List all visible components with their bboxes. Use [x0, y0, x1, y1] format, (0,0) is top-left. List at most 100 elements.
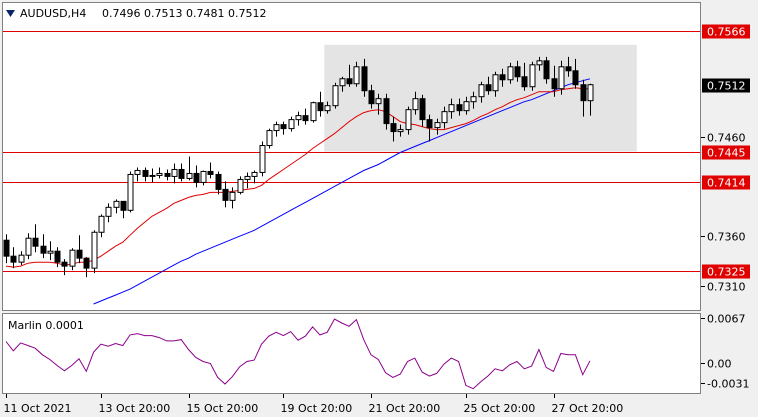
current-price-label: 0.7512 [707, 80, 746, 93]
candle [98, 214, 105, 238]
candle-body [3, 239, 10, 257]
candle-body [91, 231, 98, 269]
candle [54, 247, 61, 268]
candle [266, 128, 273, 149]
candle [580, 79, 587, 117]
candle-body [434, 122, 441, 129]
candle [529, 61, 536, 91]
candle-body [302, 115, 309, 122]
candle [572, 58, 579, 89]
candle-body [113, 200, 120, 208]
candle [113, 199, 120, 214]
candle-body [543, 60, 550, 80]
candle-body [332, 85, 339, 107]
candle-body [405, 109, 412, 131]
triangle-down-icon[interactable] [6, 10, 15, 17]
candle [237, 176, 244, 195]
candle [419, 94, 426, 127]
candle [295, 111, 302, 126]
candle-body [456, 104, 463, 112]
candle-body [295, 115, 302, 121]
candle-body [565, 66, 572, 72]
candle-body [529, 64, 536, 88]
candle-body [492, 74, 499, 92]
candle [514, 60, 521, 82]
indicator-panel[interactable] [2, 313, 701, 394]
candle [193, 165, 200, 188]
time-tick-label: 25 Oct 20:00 [464, 402, 536, 415]
candle [485, 76, 492, 95]
candle-body [551, 78, 558, 90]
indicator-tick-label: 0.00 [707, 358, 732, 371]
candle [456, 98, 463, 116]
candle-body [419, 98, 426, 121]
candle [375, 93, 382, 115]
candle [222, 181, 229, 208]
ohlc-readout: 0.7496 0.7513 0.7481 0.7512 [102, 7, 266, 20]
indicator-axis: 0.0067 0.00 -0.0031 [701, 313, 749, 391]
level-price-label: 0.7566 [707, 26, 746, 39]
candle-body [412, 98, 419, 111]
candle [463, 96, 470, 115]
candle [83, 257, 90, 278]
candle [69, 248, 76, 271]
candle-body [193, 172, 200, 183]
candle [61, 259, 68, 276]
candle [186, 156, 193, 181]
time-tick-label: 13 Oct 20:00 [99, 402, 171, 415]
candle-body [339, 78, 346, 87]
time-tick-label: 11 Oct 2021 [4, 402, 72, 415]
candle [339, 76, 346, 92]
candle [156, 167, 163, 179]
candle [134, 167, 141, 182]
candle [32, 224, 39, 253]
candle [259, 141, 266, 177]
candle [273, 121, 280, 137]
candle [499, 68, 506, 87]
candle [302, 108, 309, 125]
level-price-label: 0.7414 [707, 177, 746, 190]
candle [91, 230, 98, 274]
level-price-tag [702, 264, 750, 279]
symbol-label: AUDUSD,H4 [20, 7, 86, 20]
current-price-tag [702, 78, 750, 93]
candle-body [164, 172, 171, 177]
moving-averages [5, 78, 591, 305]
candle [207, 162, 214, 179]
candle-body [361, 66, 368, 92]
candle [478, 81, 485, 103]
candle [251, 170, 258, 184]
candle [587, 83, 594, 116]
indicator-panel-border [2, 313, 701, 394]
candle [565, 56, 572, 77]
candle-body [572, 70, 579, 86]
candle [324, 101, 331, 114]
candle [200, 170, 207, 186]
horizontal-levels [2, 31, 701, 272]
candle-body [54, 250, 61, 263]
candle [178, 163, 185, 182]
candle [120, 200, 127, 219]
candle [521, 62, 528, 91]
candle-body [310, 102, 317, 122]
candle-body [76, 249, 83, 259]
candle [441, 106, 448, 129]
candle-body [587, 84, 594, 102]
candle-body [149, 174, 156, 177]
candle-body [324, 105, 331, 112]
candle-body [353, 66, 360, 85]
price-tick-label: 0.7460 [707, 132, 746, 145]
candle-body [215, 173, 222, 190]
candlesticks [3, 56, 594, 278]
indicator-tick-label: 0.0067 [707, 313, 746, 326]
candle-body [98, 215, 105, 233]
time-tick-label: 21 Oct 20:00 [369, 402, 441, 415]
candle-body [120, 200, 127, 211]
candle-body [171, 168, 178, 177]
level-price-tag [702, 145, 750, 160]
candle [558, 60, 565, 95]
candle-body [10, 255, 17, 263]
candle-body [317, 102, 324, 112]
candle-body [259, 145, 266, 173]
marlin-line [5, 318, 591, 390]
